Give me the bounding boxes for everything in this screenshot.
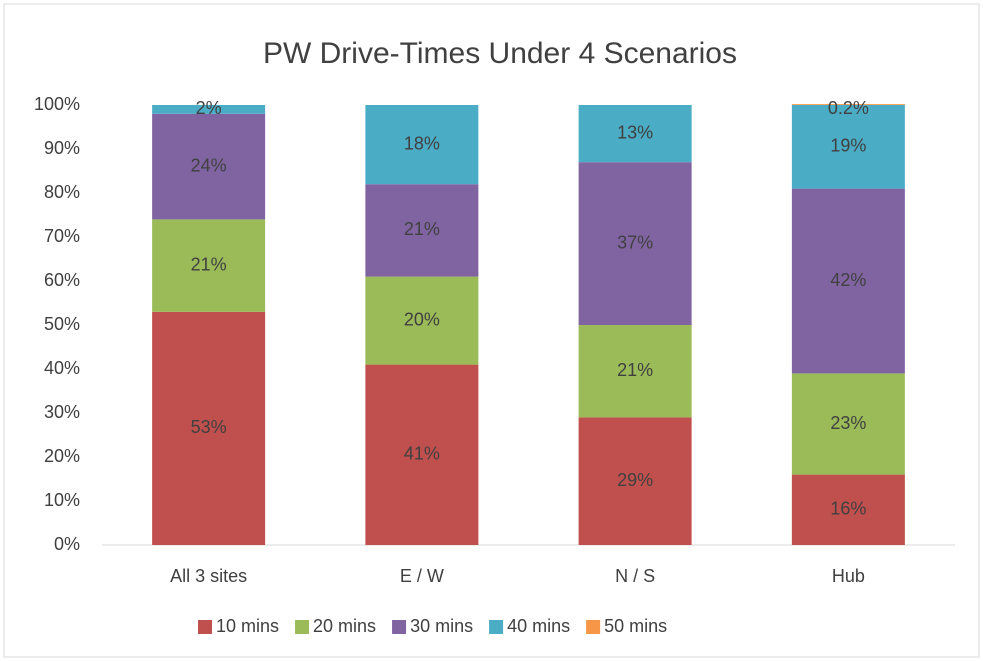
y-tick-label: 90%: [44, 138, 80, 158]
x-tick-label: All 3 sites: [170, 566, 247, 586]
bar-segment: [152, 219, 266, 312]
bar-segment: [791, 104, 905, 105]
data-label: 0.2%: [828, 98, 869, 118]
bar-segment: [791, 105, 905, 189]
data-label: 21%: [191, 254, 227, 274]
y-tick-label: 20%: [44, 446, 80, 466]
data-label: 42%: [830, 270, 866, 290]
data-label: 18%: [404, 133, 440, 153]
data-label: 21%: [617, 360, 653, 380]
y-tick-label: 70%: [44, 226, 80, 246]
y-tick-label: 50%: [44, 314, 80, 334]
data-label: 41%: [404, 444, 440, 464]
data-label: 29%: [617, 470, 653, 490]
legend-swatch: [392, 620, 407, 634]
data-label: 16%: [830, 499, 866, 519]
data-label: 37%: [617, 232, 653, 252]
bar-segment: [578, 105, 692, 163]
y-tick-label: 30%: [44, 402, 80, 422]
y-tick-label: 0%: [54, 534, 80, 554]
legend-swatch: [489, 620, 504, 634]
data-label: 2%: [196, 98, 222, 118]
bar-segment: [152, 105, 266, 114]
bar-segment: [578, 325, 692, 418]
legend-label: 50 mins: [604, 616, 667, 636]
bar-segment: [365, 364, 479, 545]
legend-swatch: [295, 620, 310, 634]
bar-segment: [365, 105, 479, 185]
bar-segment: [578, 417, 692, 545]
y-tick-label: 80%: [44, 182, 80, 202]
legend-label: 30 mins: [410, 616, 473, 636]
data-label: 53%: [191, 417, 227, 437]
data-label: 13%: [617, 122, 653, 142]
legend-swatch: [198, 620, 212, 634]
bar-segment: [365, 276, 479, 365]
legend-label: 10 mins: [216, 616, 279, 636]
bar-segment: [791, 474, 905, 545]
bar-segment: [578, 162, 692, 325]
y-tick-label: 10%: [44, 490, 80, 510]
bar-segment: [791, 373, 905, 475]
data-label: 24%: [191, 155, 227, 175]
bar-segment: [152, 311, 266, 545]
x-tick-label: Hub: [832, 566, 865, 586]
y-tick-label: 40%: [44, 358, 80, 378]
legend-label: 40 mins: [507, 616, 570, 636]
x-tick-label: E / W: [400, 566, 444, 586]
chart-title: PW Drive-Times Under 4 Scenarios: [263, 37, 737, 70]
legend-swatch: [586, 620, 601, 634]
x-tick-label: N / S: [615, 566, 655, 586]
data-label: 23%: [830, 413, 866, 433]
y-tick-label: 60%: [44, 270, 80, 290]
y-tick-label: 100%: [34, 94, 80, 114]
data-label: 20%: [404, 309, 440, 329]
bar-segment: [365, 184, 479, 277]
bar-segment: [791, 188, 905, 374]
data-label: 19%: [830, 136, 866, 156]
data-label: 21%: [404, 219, 440, 239]
bar-segment: [152, 113, 266, 220]
legend-label: 20 mins: [313, 616, 376, 636]
